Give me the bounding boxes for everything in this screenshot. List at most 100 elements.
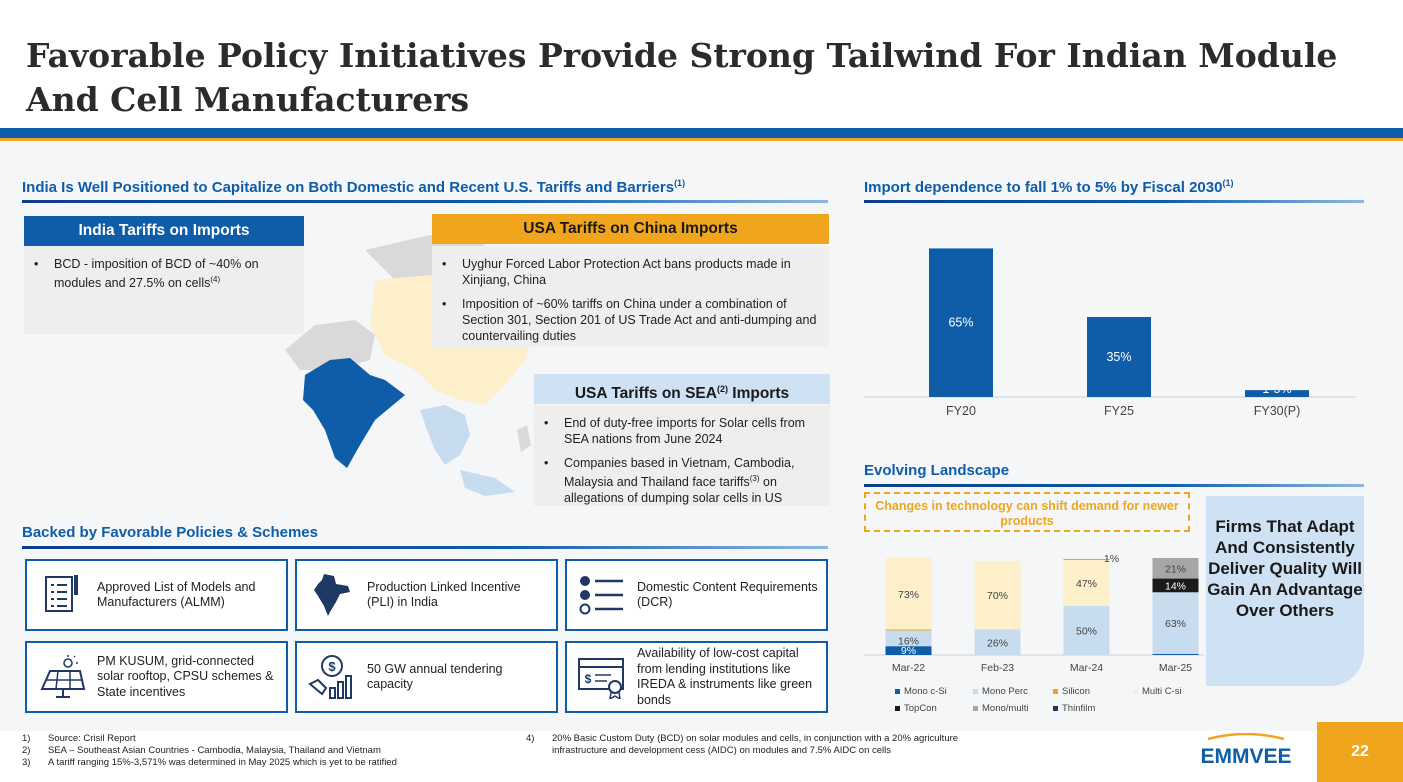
policy-card-dcr: Domestic Content Requirements (DCR) [565, 559, 828, 631]
legend-item: Mono Perc [973, 686, 1028, 697]
policy-card-text: Production Linked Incentive (PLI) in Ind… [367, 579, 521, 610]
policy-card-text: Domestic Content Requirements (DCR) [637, 579, 818, 610]
legend-swatch [895, 689, 900, 694]
stacked-segment [885, 630, 932, 647]
data-label: 35% [1106, 350, 1131, 364]
legend-item: Mono c-Si [895, 686, 947, 697]
footnotes-left: 1) Source: Crisil Report 2) SEA – Southeas… [22, 733, 502, 769]
legend-swatch [973, 706, 978, 711]
list-bullets-icon [567, 561, 637, 629]
map-sea-region [420, 405, 515, 496]
footnote: 2) SEA – Southeast Asian Countries - Camb… [22, 745, 381, 756]
legend-item: Mono/multi [973, 703, 1028, 714]
data-label: 9% [901, 645, 916, 657]
evolving-section-heading: Evolving Landscape [864, 462, 1010, 479]
legend-label: Multi C-si [1142, 686, 1182, 697]
usa-sea-bullet: Companies based in Vietnam, Cambodia, Ma… [534, 455, 822, 506]
data-label: 1% [1104, 553, 1119, 565]
tick-label: Mar-22 [892, 662, 925, 674]
stacked-segment [974, 560, 1021, 630]
policy-card-capital: $ Availability of low-cost capital from … [565, 641, 828, 713]
data-label: 26% [987, 637, 1008, 649]
tick-label: Mar-24 [1070, 662, 1103, 674]
legend-item: Multi C-si [1133, 686, 1182, 697]
import-section-rule [864, 200, 1364, 203]
footnote-right: 4) 20% Basic Custom Duty (BCD) on solar m… [526, 733, 959, 756]
data-label: 14% [1165, 580, 1186, 592]
emmvee-logo: EMMVEE [1200, 733, 1292, 768]
data-label: 63% [1165, 618, 1186, 630]
policy-card-text: PM KUSUM, grid-connected solar rooftop, … [97, 653, 274, 699]
bar [929, 248, 993, 397]
usa-sea-tariffs-body: End of duty-free imports for Solar cells… [534, 405, 830, 506]
stacked-segment [1152, 578, 1199, 593]
policy-card-text: 50 GW annual tendering capacity [367, 661, 503, 692]
legend-label: TopCon [904, 703, 937, 714]
stacked-segment [974, 629, 1021, 655]
footnote: 3) A tariff ranging 15%-3,571% was determ… [22, 757, 397, 768]
import-section-heading: Import dependence to fall 1% to 5% by Fi… [864, 178, 1234, 196]
bar [1087, 317, 1151, 397]
legend-label: Mono c-Si [904, 686, 947, 697]
policy-card-text: Availability of low-cost capital from le… [637, 646, 813, 707]
tick-label: Mar-25 [1159, 662, 1192, 674]
legend-swatch [973, 689, 978, 694]
tariffs-section-rule [22, 200, 828, 203]
map-india [303, 358, 405, 468]
data-label: 65% [948, 316, 973, 330]
india-tariffs-body: BCD - imposition of BCD of ~40% on modul… [24, 246, 304, 334]
logo-text: EMMVEE [1200, 745, 1291, 768]
stacked-segment [1152, 654, 1199, 655]
legend-label: Thinfilm [1062, 703, 1096, 714]
legend-swatch [1053, 706, 1058, 711]
usa-china-bullet: Imposition of ~60% tariffs on China unde… [432, 296, 821, 344]
tick-label: FY30(P) [1254, 404, 1301, 418]
usa-sea-tariffs-header: USA Tariffs on SEA(2) Imports [534, 374, 830, 404]
data-label: 70% [987, 590, 1008, 602]
india-tariff-bullet: BCD - imposition of BCD of ~40% on modul… [24, 256, 304, 291]
data-label: 16% [898, 635, 919, 647]
svg-text:$: $ [585, 672, 592, 686]
policies-section-rule [22, 546, 828, 549]
title-bar-accent [0, 138, 1403, 141]
evolving-section-rule [864, 484, 1364, 487]
bar [1245, 390, 1309, 397]
stacked-segment [885, 557, 932, 630]
tick-label: Feb-23 [981, 662, 1014, 674]
policy-card-pli: Production Linked Incentive (PLI) in Ind… [295, 559, 558, 631]
legend-item: Thinfilm [1053, 703, 1095, 714]
usa-china-tariffs-body: Uyghur Forced Labor Protection Act bans … [432, 246, 829, 347]
stacked-segment [1063, 559, 1110, 606]
policy-card-tendering: $ 50 GW annual tendering capacity [295, 641, 558, 713]
stacked-segment [1063, 558, 1110, 560]
stacked-segment [1152, 592, 1199, 655]
firms-callout: Firms That Adapt And Consistently Delive… [1206, 496, 1364, 686]
title-bar [0, 128, 1403, 138]
policy-card-kusum: PM KUSUM, grid-connected solar rooftop, … [25, 641, 288, 713]
stacked-segment [1063, 606, 1110, 655]
stacked-segment [885, 629, 932, 631]
legend-swatch [1053, 689, 1058, 694]
usa-china-tariffs-header: USA Tariffs on China Imports [432, 214, 829, 244]
data-label: 1-5% [1262, 382, 1291, 396]
stacked-segment [1152, 557, 1199, 579]
page-number: 22 [1317, 722, 1403, 782]
checklist-icon [27, 561, 97, 629]
policy-card-text: Approved List of Models and Manufacturer… [97, 579, 256, 610]
india-tariffs-header: India Tariffs on Imports [24, 216, 304, 246]
evolving-landscape-chart: 9%16%1%73%Mar-2226%70%Feb-2350%47%1%Mar-… [864, 553, 1204, 674]
tick-label: FY20 [946, 404, 976, 418]
legend-label: Mono Perc [982, 686, 1028, 697]
legend-label: Mono/multi [982, 703, 1029, 714]
policies-section-heading: Backed by Favorable Policies & Schemes [22, 524, 318, 541]
svg-text:$: $ [328, 659, 336, 674]
tick-label: FY25 [1104, 404, 1134, 418]
data-label: 47% [1076, 578, 1097, 590]
map-central-asia [285, 320, 375, 370]
tariffs-section-heading: India Is Well Positioned to Capitalize o… [22, 178, 686, 196]
footnote: 1) Source: Crisil Report [22, 733, 136, 744]
import-dependence-chart: 65% FY20 35% FY25 1-5% FY30(P) [864, 248, 1356, 418]
certificate-icon: $ [567, 643, 637, 711]
data-label: 21% [1165, 563, 1186, 575]
usa-sea-bullet: End of duty-free imports for Solar cells… [534, 415, 822, 447]
